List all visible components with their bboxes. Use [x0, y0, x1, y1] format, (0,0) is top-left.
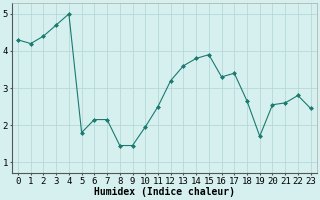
X-axis label: Humidex (Indice chaleur): Humidex (Indice chaleur)	[94, 187, 235, 197]
